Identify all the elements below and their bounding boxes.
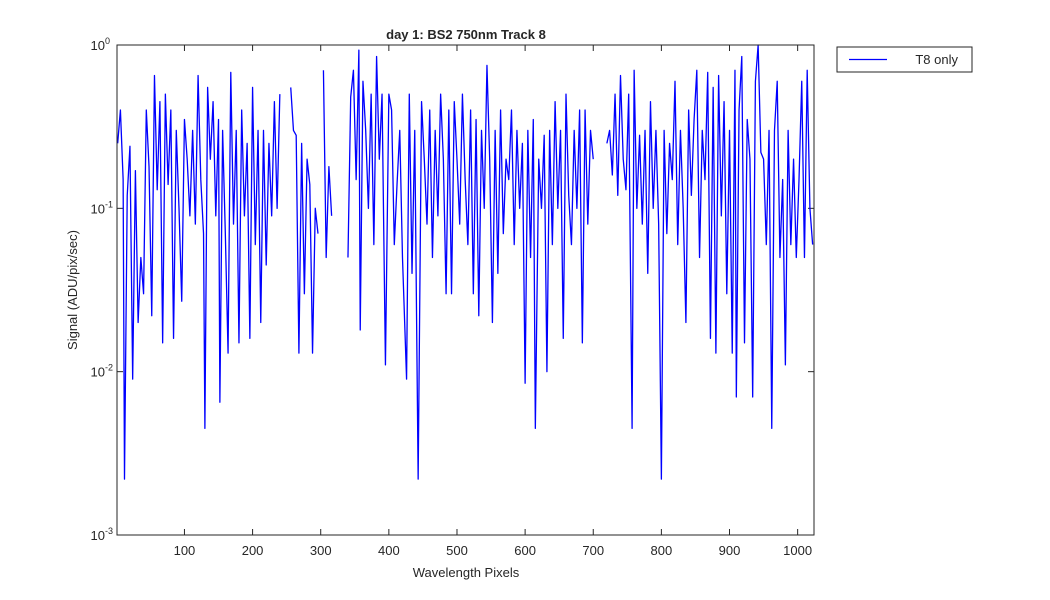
- chart-title: day 1: BS2 750nm Track 8: [386, 27, 546, 42]
- y-axis-label: Signal (ADU/pix/sec): [65, 230, 80, 350]
- x-tick-label: 800: [651, 543, 673, 558]
- y-tick-exponent: -1: [105, 199, 113, 209]
- x-tick-label: 100: [174, 543, 196, 558]
- y-tick-label: 10: [91, 201, 105, 216]
- y-tick-label: 10: [91, 528, 105, 543]
- x-tick-label: 400: [378, 543, 400, 558]
- x-tick-label: 300: [310, 543, 332, 558]
- legend-label: T8 only: [915, 52, 958, 67]
- y-tick-exponent: -3: [105, 526, 113, 536]
- x-tick-label: 500: [446, 543, 468, 558]
- y-tick-label: 10: [91, 38, 105, 53]
- x-axis-label: Wavelength Pixels: [413, 565, 520, 580]
- x-tick-label: 1000: [783, 543, 812, 558]
- y-tick-exponent: 0: [105, 36, 110, 46]
- y-tick-label: 10: [91, 365, 105, 380]
- x-tick-label: 600: [514, 543, 536, 558]
- x-tick-label: 900: [719, 543, 741, 558]
- data-line: [117, 44, 814, 480]
- y-tick-exponent: -2: [105, 363, 113, 373]
- x-tick-label: 200: [242, 543, 264, 558]
- plot-frame: [116, 44, 815, 536]
- x-tick-label: 700: [582, 543, 604, 558]
